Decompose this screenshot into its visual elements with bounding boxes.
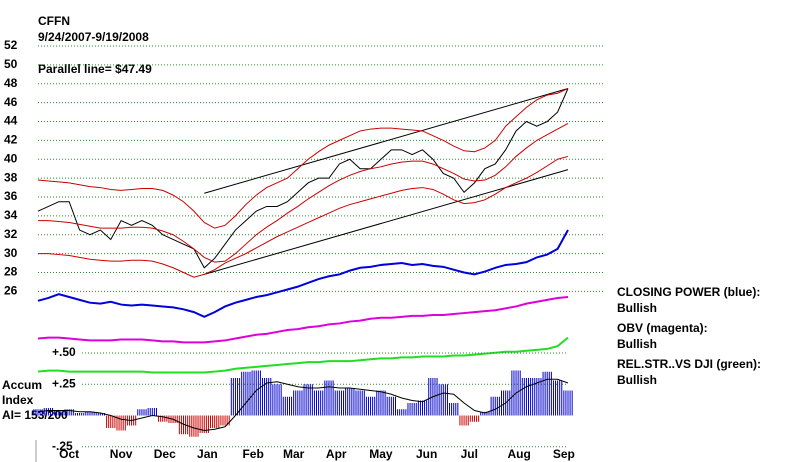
x-tick-label: Dec: [154, 447, 176, 461]
series-line: [37, 88, 569, 269]
legend-status: Bullish: [617, 301, 657, 315]
x-tick-label: Feb: [242, 447, 263, 461]
legend-label: CLOSING POWER (blue):: [617, 285, 760, 299]
series-line: [38, 155, 569, 278]
y-tick-label: 26: [4, 284, 18, 298]
y-tick-label: 32: [4, 227, 18, 241]
trend-line: [204, 169, 569, 275]
y-tick-label: 52: [4, 38, 18, 52]
y-tick-label: 28: [4, 265, 18, 279]
series-line: [37, 296, 569, 344]
y-tick-label: 34: [4, 208, 18, 222]
series-line: [38, 122, 569, 263]
y-tick-label: 42: [4, 133, 18, 147]
series-line: [37, 229, 569, 318]
annotation: Parallel line= $47.49: [38, 62, 152, 76]
y-tick-label: 36: [4, 189, 18, 203]
y-tick-label: 50: [4, 57, 18, 71]
panel-label: Index: [2, 393, 34, 407]
x-tick-label: Jun: [416, 447, 437, 461]
x-tick-label: Mar: [283, 447, 305, 461]
chart-title: CFFN: [38, 14, 70, 28]
series-line: [37, 336, 569, 374]
legend-label: REL.STR..VS DJI (green):: [617, 357, 761, 371]
panel-label: AI= 153/200: [2, 408, 68, 422]
x-tick-label: Oct: [59, 447, 79, 461]
series-line: [37, 88, 569, 229]
x-tick-label: Jul: [461, 447, 478, 461]
y-tick-label: 30: [4, 246, 18, 260]
y-tick-label: +.50: [52, 345, 76, 359]
x-tick-label: Apr: [326, 447, 347, 461]
y-tick-label: 44: [4, 114, 18, 128]
legend-status: Bullish: [617, 337, 657, 351]
y-tick-label: 48: [4, 76, 18, 90]
y-tick-label: +.25: [52, 376, 76, 390]
y-tick-label: 40: [4, 151, 18, 165]
panel-label: Accum: [2, 378, 42, 392]
x-tick-label: Nov: [110, 447, 133, 461]
x-tick-label: Aug: [507, 447, 530, 461]
y-tick-label: 46: [4, 95, 18, 109]
x-tick-label: Jan: [197, 447, 218, 461]
legend-status: Bullish: [617, 373, 657, 387]
smooth-line: [37, 378, 569, 432]
x-tick-label: Sep: [553, 447, 575, 461]
chart-subtitle: 9/24/2007-9/19/2008: [38, 30, 149, 44]
y-tick-label: 38: [4, 170, 18, 184]
trend-line: [204, 88, 569, 194]
legend-label: OBV (magenta):: [617, 321, 708, 335]
x-tick-label: May: [369, 447, 393, 461]
y-tick-label: -.25: [52, 439, 73, 453]
